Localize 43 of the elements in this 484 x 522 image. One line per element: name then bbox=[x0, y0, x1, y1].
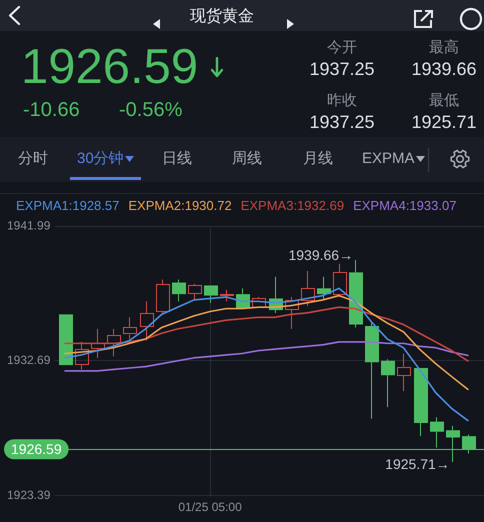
candlestick bbox=[220, 289, 234, 302]
text: 30分钟 bbox=[77, 150, 124, 168]
text: 1937.25 bbox=[309, 58, 375, 80]
text: EXPMA1:1928.57 bbox=[16, 197, 120, 215]
x-tick-label: 01/25 05:00 bbox=[178, 500, 242, 514]
text: 1937.25 bbox=[309, 111, 375, 133]
text: 分时 bbox=[18, 150, 48, 168]
text: 昨收 bbox=[327, 92, 357, 110]
candlestick bbox=[140, 300, 154, 341]
chart-title: 现货黄金 bbox=[190, 6, 254, 26]
ref-line-label: 1926.59 bbox=[11, 441, 62, 458]
candlestick bbox=[414, 368, 428, 437]
candlestick bbox=[172, 279, 186, 302]
text: -10.66 bbox=[23, 98, 80, 122]
candlestick bbox=[381, 358, 395, 408]
y-tick-label: 1941.99 bbox=[6, 218, 51, 233]
candlestick bbox=[285, 296, 299, 330]
y-tick-label: 1932.69 bbox=[6, 353, 51, 368]
text: -0.56% bbox=[119, 98, 182, 122]
text: EXPMA bbox=[362, 150, 415, 168]
candlestick bbox=[365, 322, 379, 420]
text: 今开 bbox=[327, 39, 357, 57]
text: 最高 bbox=[429, 39, 459, 57]
annotation: 1925.71→ bbox=[385, 456, 450, 472]
y-tick-label: 1923.39 bbox=[6, 488, 51, 502]
text: 周线 bbox=[232, 150, 262, 168]
text: EXPMA4:1933.07 bbox=[353, 197, 456, 215]
candlestick bbox=[333, 263, 347, 298]
text: 日线 bbox=[162, 150, 192, 168]
text: EXPMA2:1930.72 bbox=[128, 197, 232, 215]
annotation: 1939.66→ bbox=[288, 246, 354, 263]
candlestick bbox=[397, 353, 411, 392]
text: 1939.66 bbox=[411, 58, 477, 80]
candlestick bbox=[301, 270, 315, 306]
text: 最低 bbox=[429, 92, 459, 110]
text: 月线 bbox=[303, 150, 333, 168]
text: 1926.59 bbox=[21, 38, 198, 96]
candlestick bbox=[156, 279, 170, 314]
text: 1925.71 bbox=[411, 111, 477, 133]
text: EXPMA3:1932.69 bbox=[240, 197, 344, 215]
candlestick bbox=[123, 316, 137, 340]
candlestick bbox=[75, 341, 89, 370]
candlestick bbox=[349, 259, 363, 328]
